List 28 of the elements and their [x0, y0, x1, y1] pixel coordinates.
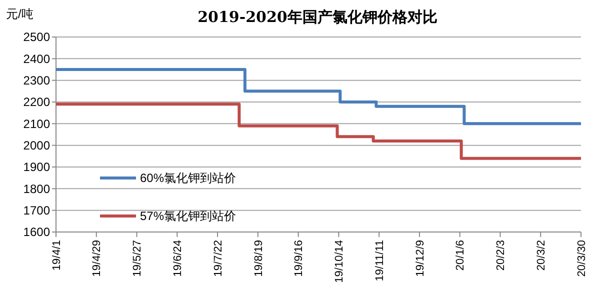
x-tick-label: 19/4/29 [91, 240, 104, 277]
legend-label: 57%氯化钾到站价 [140, 209, 236, 224]
chart-title: 2019-2020年国产氯化钾价格对比 [198, 8, 438, 26]
x-tick-label: 19/12/9 [414, 240, 426, 277]
x-tick-label: 20/3/30 [576, 240, 588, 277]
x-tick-label: 19/4/1 [50, 240, 63, 271]
y-tick-label: 2000 [23, 138, 50, 153]
x-tick-label: 19/9/16 [293, 240, 306, 277]
y-tick-label: 1800 [23, 182, 50, 196]
x-tick-label: 20/3/2 [535, 240, 548, 271]
x-tick-label: 19/6/24 [172, 240, 184, 277]
y-tick-label: 2300 [23, 74, 50, 88]
x-tick-label: 19/7/22 [212, 240, 224, 277]
y-tick-label: 2100 [23, 116, 50, 131]
y-tick-label: 2500 [23, 30, 50, 44]
x-tick-label: 20/2/3 [495, 240, 508, 271]
x-tick-label: 20/1/6 [454, 240, 467, 271]
y-tick-label: 2400 [23, 52, 50, 66]
y-tick-label: 1900 [23, 160, 50, 174]
x-tick-label: 19/10/14 [334, 240, 346, 283]
x-tick-label: 19/5/27 [132, 240, 144, 277]
y-tick-label: 1600 [23, 225, 50, 240]
legend-label: 60%氯化钾到站价 [140, 171, 236, 186]
y-axis-title: 元/吨 [6, 7, 34, 21]
y-tick-label: 1700 [23, 204, 50, 218]
x-tick-label: 19/11/11 [374, 240, 386, 282]
x-tick-label: 19/8/19 [252, 240, 265, 277]
y-tick-label: 2200 [23, 95, 50, 110]
